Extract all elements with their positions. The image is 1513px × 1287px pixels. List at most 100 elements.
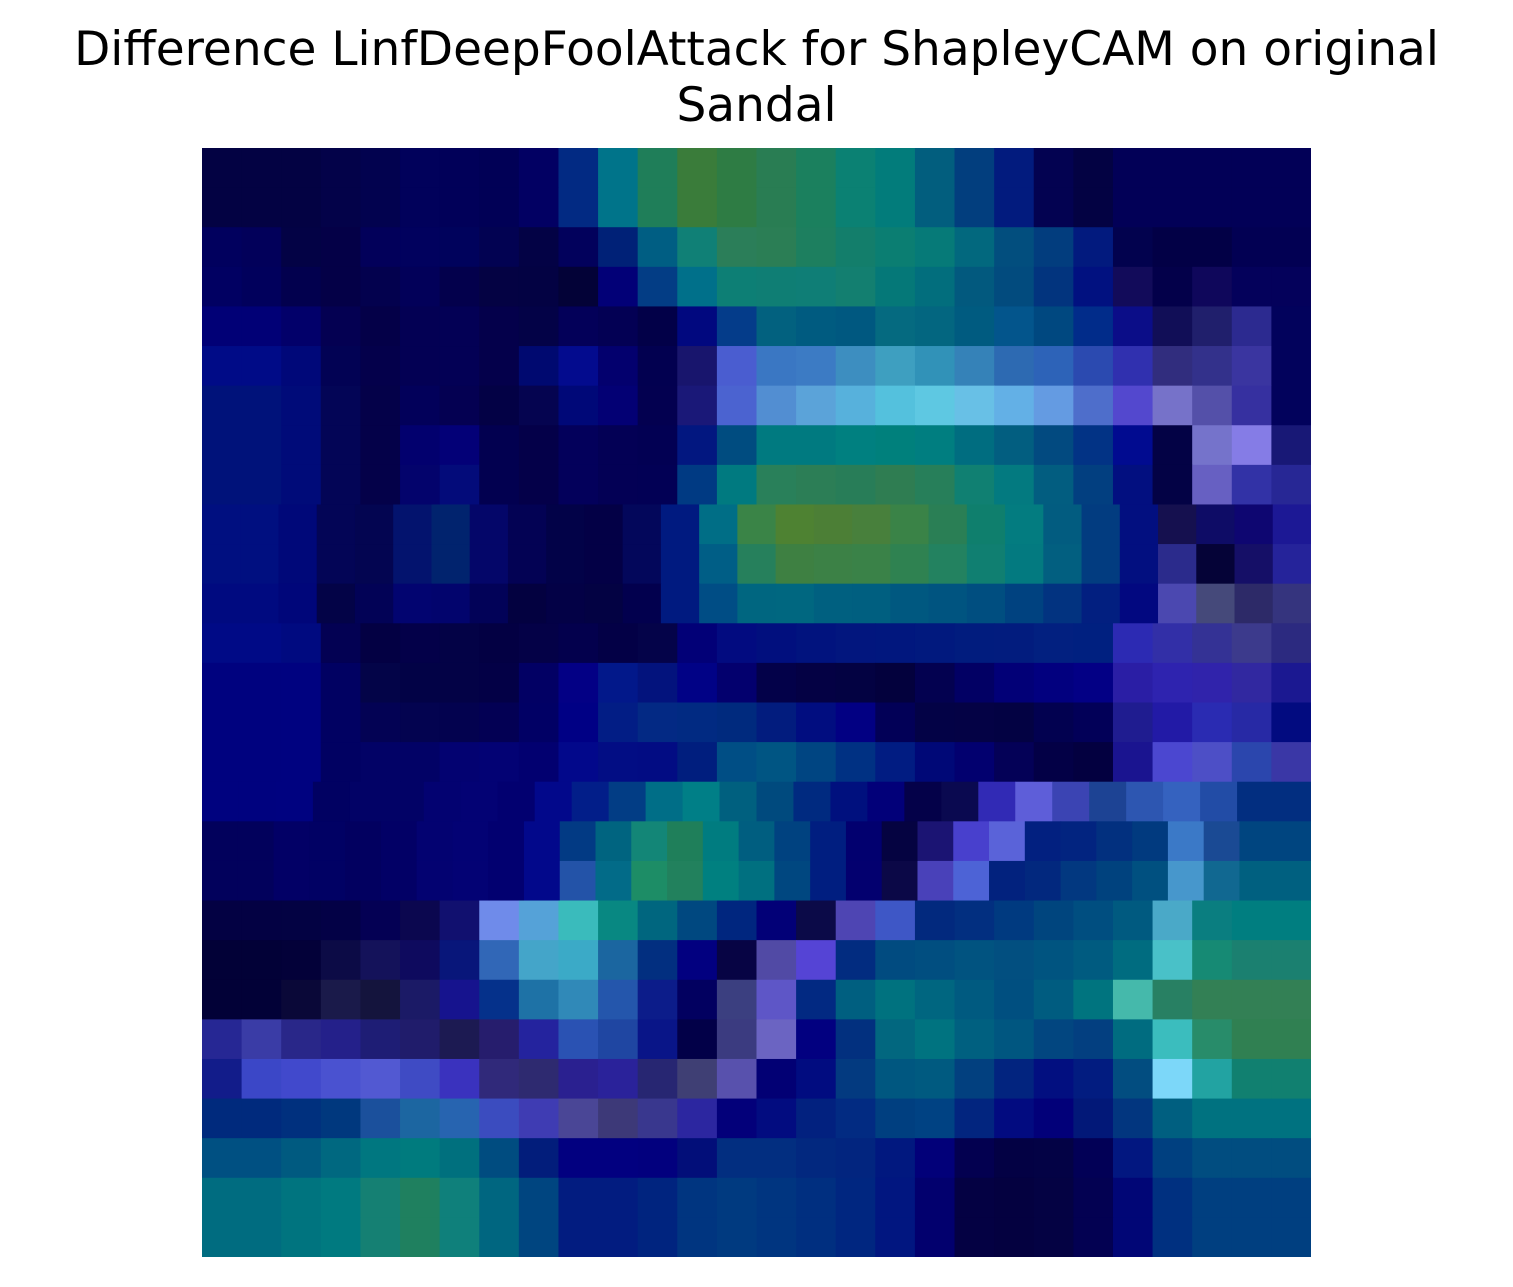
heatmap-cell-r12-c5: [400, 623, 440, 663]
heatmap-cell-r4-c26: [1232, 306, 1272, 346]
heatmap-cell-r5-c12: [677, 346, 717, 386]
heatmap-cell-r14-c25: [1192, 703, 1232, 743]
heatmap-cell-r17-c11: [596, 821, 632, 861]
heatmap-cell-r7-c10: [598, 425, 638, 465]
heatmap-cell-r2-c26: [1232, 227, 1272, 267]
heatmap-cell-r20-c23: [1113, 940, 1153, 980]
heatmap-cell-r27-c2: [281, 1217, 321, 1257]
heatmap-cell-r3-c17: [875, 267, 915, 307]
heatmap-cell-r14-c23: [1113, 703, 1153, 743]
heatmap-cell-r1-c12: [677, 188, 717, 228]
heatmap-cell-r27-c26: [1232, 1217, 1272, 1257]
heatmap-cell-r2-c4: [360, 227, 400, 267]
heatmap-cell-r2-c9: [558, 227, 598, 267]
heatmap-cell-r14-c14: [757, 703, 797, 743]
heatmap-cell-r26-c13: [717, 1178, 757, 1218]
heatmap-cell-r6-c17: [875, 386, 915, 426]
heatmap-cell-r27-c17: [875, 1217, 915, 1257]
heatmap-cell-r19-c22: [1073, 901, 1113, 941]
heatmap-cell-r14-c18: [915, 703, 955, 743]
heatmap-cell-r4-c15: [796, 306, 836, 346]
heatmap-cell-r18-c22: [989, 861, 1025, 901]
heatmap-cell-r7-c5: [400, 425, 440, 465]
heatmap-cell-r20-c22: [1073, 940, 1113, 980]
heatmap-cell-r10-c14: [737, 544, 776, 584]
heatmap-cell-r3-c13: [717, 267, 757, 307]
heatmap-cell-r20-c24: [1153, 940, 1193, 980]
heatmap-cell-r25-c11: [638, 1138, 678, 1178]
heatmap-cell-r22-c17: [875, 1019, 915, 1059]
heatmap-cell-r2-c21: [1034, 227, 1074, 267]
heatmap-cell-r12-c20: [994, 623, 1034, 663]
heatmap-cell-r25-c12: [677, 1138, 717, 1178]
heatmap-cell-r7-c1: [242, 425, 282, 465]
heatmap-cell-r12-c11: [638, 623, 678, 663]
heatmap-cell-r13-c24: [1153, 663, 1193, 703]
heatmap-cell-r22-c9: [558, 1019, 598, 1059]
heatmap-cell-r22-c24: [1153, 1019, 1193, 1059]
heatmap-cell-r27-c14: [757, 1217, 797, 1257]
heatmap-cell-r8-c0: [202, 465, 242, 505]
heatmap-cell-r20-c25: [1192, 940, 1232, 980]
heatmap-cell-r6-c9: [558, 386, 598, 426]
heatmap-cell-r3-c27: [1271, 267, 1311, 307]
heatmap-cell-r26-c21: [1034, 1178, 1074, 1218]
heatmap-cell-r5-c26: [1232, 346, 1272, 386]
heatmap-cell-r24-c21: [1034, 1099, 1074, 1139]
heatmap-cell-r17-c10: [560, 821, 596, 861]
heatmap-cell-r25-c9: [558, 1138, 598, 1178]
heatmap-cell-r21-c5: [400, 980, 440, 1020]
heatmap-cell-r11-c26: [1196, 584, 1235, 624]
heatmap-cell-r21-c15: [796, 980, 836, 1020]
heatmap-cell-r19-c25: [1192, 901, 1232, 941]
heatmap-cell-r24-c25: [1192, 1099, 1232, 1139]
heatmap-cell-r14-c6: [440, 703, 480, 743]
heatmap-cell-r15-c2: [281, 742, 321, 782]
heatmap-cell-r9-c24: [1120, 504, 1159, 544]
heatmap-cell-r26-c24: [1153, 1178, 1193, 1218]
heatmap-cell-r23-c6: [440, 1059, 480, 1099]
heatmap-cell-r24-c2: [281, 1099, 321, 1139]
heatmap-cell-r17-c0: [202, 821, 238, 861]
heatmap-cell-r19-c20: [994, 901, 1034, 941]
heatmap-cell-r26-c19: [955, 1178, 995, 1218]
heatmap-cell-r20-c14: [757, 940, 797, 980]
heatmap-cell-r8-c19: [955, 465, 995, 505]
heatmap-cell-r14-c4: [360, 703, 400, 743]
heatmap-cell-r11-c22: [1043, 584, 1082, 624]
heatmap-cell-r2-c3: [321, 227, 361, 267]
heatmap-cell-r16-c1: [239, 782, 277, 822]
heatmap-cell-r6-c15: [796, 386, 836, 426]
heatmap-cell-r8-c9: [558, 465, 598, 505]
heatmap-cell-r24-c23: [1113, 1099, 1153, 1139]
heatmap-cell-r1-c5: [400, 188, 440, 228]
heatmap-cell-r13-c25: [1192, 663, 1232, 703]
heatmap-cell-r7-c18: [915, 425, 955, 465]
heatmap-cell-r3-c6: [440, 267, 480, 307]
heatmap-cell-r20-c19: [955, 940, 995, 980]
heatmap-cell-r7-c19: [955, 425, 995, 465]
heatmap-cell-r23-c19: [955, 1059, 995, 1099]
heatmap-cell-r22-c15: [796, 1019, 836, 1059]
heatmap-cell-r8-c2: [281, 465, 321, 505]
heatmap-cell-r0-c3: [321, 148, 361, 188]
heatmap-cell-r11-c25: [1158, 584, 1197, 624]
heatmap-cell-r0-c15: [796, 148, 836, 188]
heatmap-cell-r10-c1: [240, 544, 279, 584]
heatmap-cell-r2-c5: [400, 227, 440, 267]
heatmap-cell-r0-c9: [558, 148, 598, 188]
heatmap-cell-r18-c7: [452, 861, 488, 901]
heatmap-cell-r21-c24: [1153, 980, 1193, 1020]
heatmap-cell-r10-c15: [776, 544, 815, 584]
heatmap-cell-r23-c7: [479, 1059, 519, 1099]
heatmap-cell-r6-c24: [1153, 386, 1193, 426]
heatmap-cell-r5-c17: [875, 346, 915, 386]
heatmap-cell-r22-c10: [598, 1019, 638, 1059]
heatmap-cell-r14-c2: [281, 703, 321, 743]
heatmap-cell-r22-c16: [836, 1019, 876, 1059]
heatmap-cell-r22-c12: [677, 1019, 717, 1059]
heatmap-cell-r22-c7: [479, 1019, 519, 1059]
heatmap-cell-r14-c22: [1073, 703, 1113, 743]
heatmap-cell-r7-c9: [558, 425, 598, 465]
heatmap-cell-r22-c6: [440, 1019, 480, 1059]
